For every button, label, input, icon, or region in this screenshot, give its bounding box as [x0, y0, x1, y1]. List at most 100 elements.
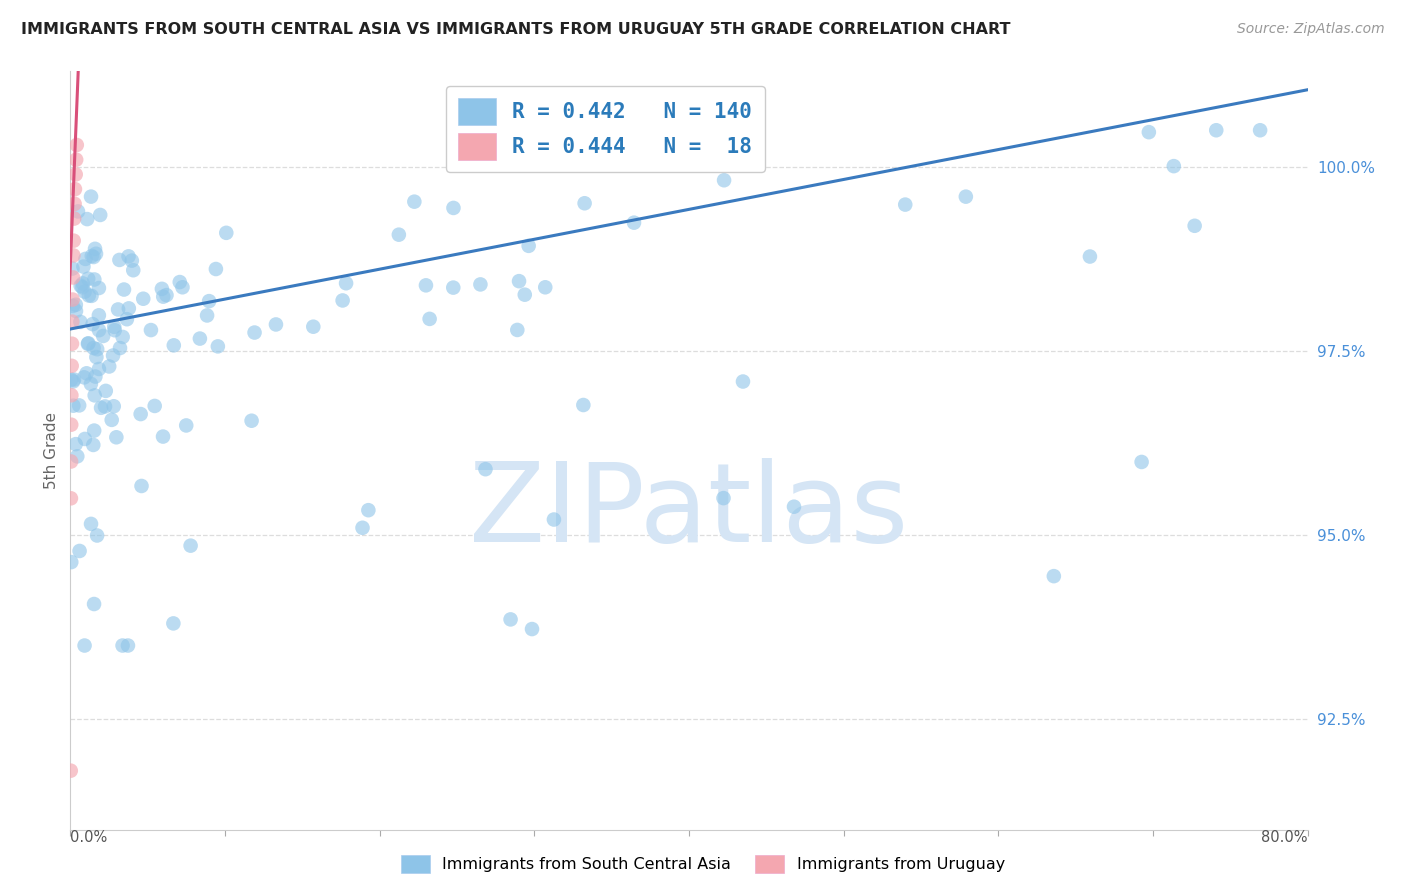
Point	[63, 211, 86, 226]
Point	[59, 491, 82, 506]
Point	[1205, 123, 1227, 137]
Point	[520, 622, 543, 636]
Point	[80, 289, 103, 303]
Point	[1184, 219, 1206, 233]
Text: 80.0%: 80.0%	[1261, 830, 1308, 845]
Point	[623, 216, 645, 230]
Point	[240, 414, 263, 428]
Point	[84, 242, 107, 256]
Point	[59, 764, 82, 778]
Point	[103, 399, 125, 413]
Point	[122, 263, 145, 277]
Point	[574, 196, 596, 211]
Point	[129, 407, 152, 421]
Point	[76, 212, 98, 227]
Point	[169, 275, 191, 289]
Point	[264, 318, 287, 332]
Point	[62, 234, 84, 248]
Point	[73, 285, 96, 299]
Point	[83, 597, 105, 611]
Point	[83, 424, 105, 438]
Point	[83, 250, 105, 264]
Y-axis label: 5th Grade: 5th Grade	[44, 412, 59, 489]
Point	[543, 512, 565, 526]
Point	[470, 277, 492, 292]
Point	[84, 369, 107, 384]
Point	[65, 168, 87, 182]
Point	[83, 272, 105, 286]
Point	[60, 373, 83, 387]
Point	[62, 399, 84, 413]
Point	[80, 516, 103, 531]
Point	[94, 400, 117, 414]
Point	[63, 182, 86, 196]
Point	[150, 282, 173, 296]
Point	[112, 283, 135, 297]
Point	[195, 309, 218, 323]
Point	[132, 292, 155, 306]
Point	[108, 252, 131, 267]
Point	[474, 462, 496, 476]
Point	[82, 317, 104, 331]
Point	[76, 367, 98, 381]
Point	[955, 189, 977, 203]
Point	[63, 372, 86, 386]
Point	[111, 330, 134, 344]
Point	[86, 528, 108, 542]
Point	[152, 290, 174, 304]
Point	[91, 329, 114, 343]
Point	[84, 246, 107, 260]
Point	[104, 323, 127, 337]
Point	[62, 293, 84, 307]
Point	[60, 555, 83, 569]
Point	[441, 280, 464, 294]
Text: Source: ZipAtlas.com: Source: ZipAtlas.com	[1237, 22, 1385, 37]
Point	[80, 376, 103, 391]
Point	[415, 278, 437, 293]
Point	[107, 302, 129, 317]
Point	[77, 271, 100, 285]
Point	[100, 413, 122, 427]
Point	[77, 288, 100, 302]
Point	[65, 298, 87, 312]
Point	[94, 384, 117, 398]
Point	[499, 612, 522, 626]
Point	[443, 201, 465, 215]
Point	[66, 204, 89, 219]
Point	[419, 311, 441, 326]
Point	[404, 194, 426, 209]
Point	[198, 294, 221, 309]
Point	[215, 226, 238, 240]
Point	[69, 315, 91, 329]
Point	[243, 326, 266, 340]
Point	[1249, 123, 1271, 137]
Point	[103, 319, 125, 334]
Point	[65, 153, 87, 167]
Point	[172, 280, 194, 294]
Point	[60, 315, 83, 329]
Point	[62, 270, 84, 285]
Point	[60, 454, 83, 468]
Point	[1078, 250, 1101, 264]
Point	[731, 375, 754, 389]
Point	[98, 359, 121, 374]
Point	[335, 277, 357, 291]
Point	[115, 312, 138, 326]
Point	[163, 338, 186, 352]
Point	[1137, 125, 1160, 139]
Point	[77, 336, 100, 351]
Point	[188, 332, 211, 346]
Point	[205, 262, 228, 277]
Point	[174, 418, 197, 433]
Point	[62, 261, 84, 276]
Point	[117, 249, 139, 263]
Point	[572, 398, 595, 412]
Point	[67, 399, 90, 413]
Point	[1043, 569, 1066, 583]
Point	[207, 339, 229, 353]
Point	[506, 323, 529, 337]
Point	[332, 293, 354, 308]
Point	[65, 437, 87, 451]
Point	[65, 304, 87, 318]
Point	[139, 323, 162, 337]
